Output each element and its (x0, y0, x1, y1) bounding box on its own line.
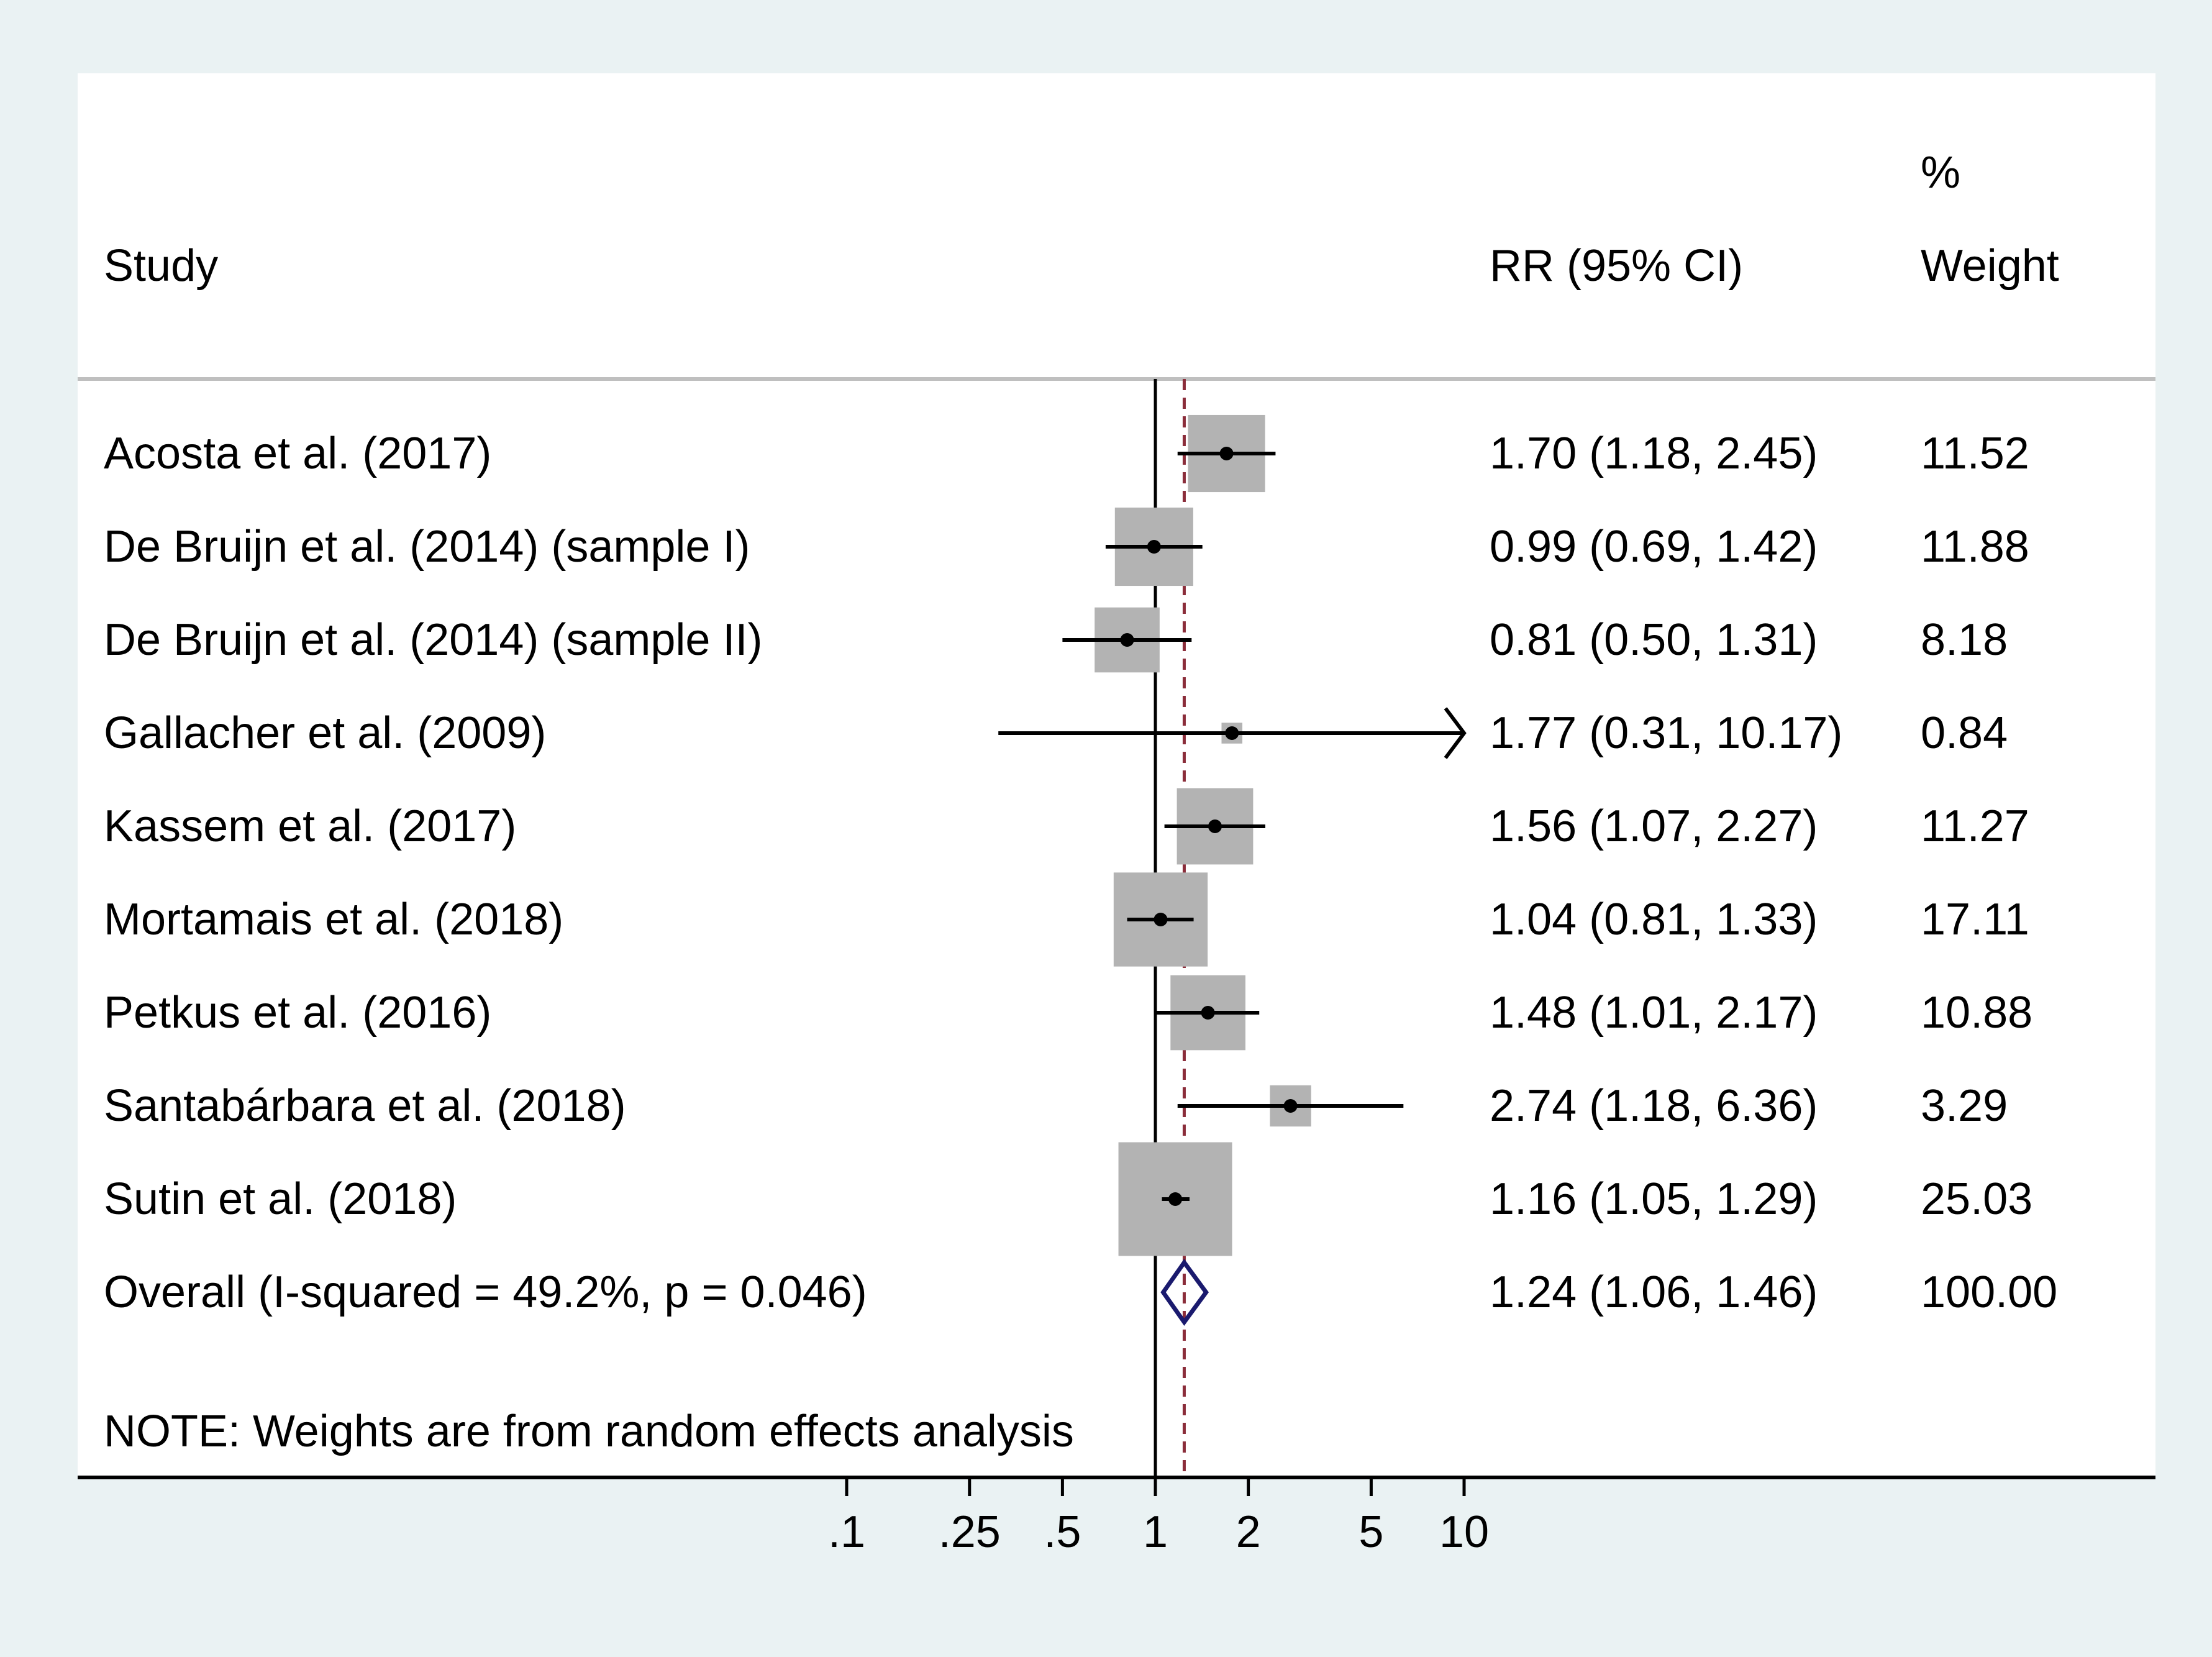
x-tick-label: .5 (1044, 1507, 1081, 1557)
study-weight: 11.27 (1921, 801, 2029, 851)
study-weight: 10.88 (1921, 988, 2032, 1038)
ci-arrow-right (1444, 707, 1467, 759)
header-weight: Weight (1921, 241, 2059, 291)
study-rr-ci: 1.77 (0.31, 10.17) (1490, 708, 1842, 758)
point-estimate (1154, 913, 1168, 926)
study-rr-ci: 1.70 (1.18, 2.45) (1490, 429, 1818, 478)
study-rr-ci: 2.74 (1.18, 6.36) (1490, 1081, 1818, 1131)
study-rr-ci: 0.99 (0.69, 1.42) (1490, 522, 1818, 572)
header-weight-percent: % (1921, 148, 1960, 198)
study-name: Gallacher et al. (2009) (104, 708, 546, 758)
study-name: Santabárbara et al. (2018) (104, 1081, 626, 1131)
study-weight: 17.11 (1921, 895, 2029, 944)
study-rr-ci: 1.04 (0.81, 1.33) (1490, 895, 1818, 944)
x-tick-label: .1 (828, 1507, 865, 1557)
study-name: Sutin et al. (2018) (104, 1174, 457, 1224)
x-tick-label: 10 (1439, 1507, 1489, 1557)
marks-layer (998, 379, 1467, 1477)
study-weight: 3.29 (1921, 1081, 2008, 1131)
study-name: De Bruijn et al. (2014) (sample II) (104, 615, 762, 665)
x-tick-label: 2 (1236, 1507, 1261, 1557)
note-text: NOTE: Weights are from random effects an… (104, 1407, 1074, 1456)
point-estimate (1168, 1192, 1183, 1206)
point-estimate (1219, 447, 1234, 460)
study-name: Kassem et al. (2017) (104, 801, 516, 851)
study-name: Acosta et al. (2017) (104, 429, 491, 478)
point-estimate (1225, 726, 1239, 740)
point-estimate (1147, 540, 1161, 554)
study-weight: 8.18 (1921, 615, 2008, 665)
plot-area (78, 73, 2155, 1477)
point-estimate (1201, 1006, 1215, 1020)
rows-layer: Acosta et al. (2017) 1.70 (1.18, 2.45) 11.… (104, 429, 2057, 1317)
overall-rr-ci: 1.24 (1.06, 1.46) (1490, 1267, 1818, 1317)
study-name: De Bruijn et al. (2014) (sample I) (104, 522, 750, 572)
header-effect: RR (95% CI) (1490, 241, 1743, 291)
overall-weight: 100.00 (1921, 1267, 2057, 1317)
study-weight: 0.84 (1921, 708, 2008, 758)
study-rr-ci: 1.56 (1.07, 2.27) (1490, 801, 1818, 851)
study-name: Mortamais et al. (2018) (104, 895, 563, 944)
x-tick-label: 1 (1143, 1507, 1168, 1557)
header-study: Study (104, 241, 218, 291)
study-rr-ci: 1.48 (1.01, 2.17) (1490, 988, 1818, 1038)
study-rr-ci: 1.16 (1.05, 1.29) (1490, 1174, 1818, 1224)
point-estimate (1208, 819, 1222, 833)
x-tick-label: 5 (1359, 1507, 1383, 1557)
study-name: Petkus et al. (2016) (104, 988, 491, 1038)
overall-label: Overall (I-squared = 49.2%, p = 0.046) (104, 1267, 867, 1317)
study-rr-ci: 0.81 (0.50, 1.31) (1490, 615, 1818, 665)
study-weight: 11.88 (1921, 522, 2029, 572)
x-tick-label: .25 (939, 1507, 1001, 1557)
study-weight: 11.52 (1921, 429, 2029, 478)
overall-diamond (1160, 1259, 1209, 1326)
point-estimate (1120, 633, 1134, 647)
point-estimate (1283, 1099, 1298, 1113)
study-weight: 25.03 (1921, 1174, 2032, 1224)
x-axis-ticks: .1 .25 .5 1 2 5 10 (828, 1477, 1489, 1557)
